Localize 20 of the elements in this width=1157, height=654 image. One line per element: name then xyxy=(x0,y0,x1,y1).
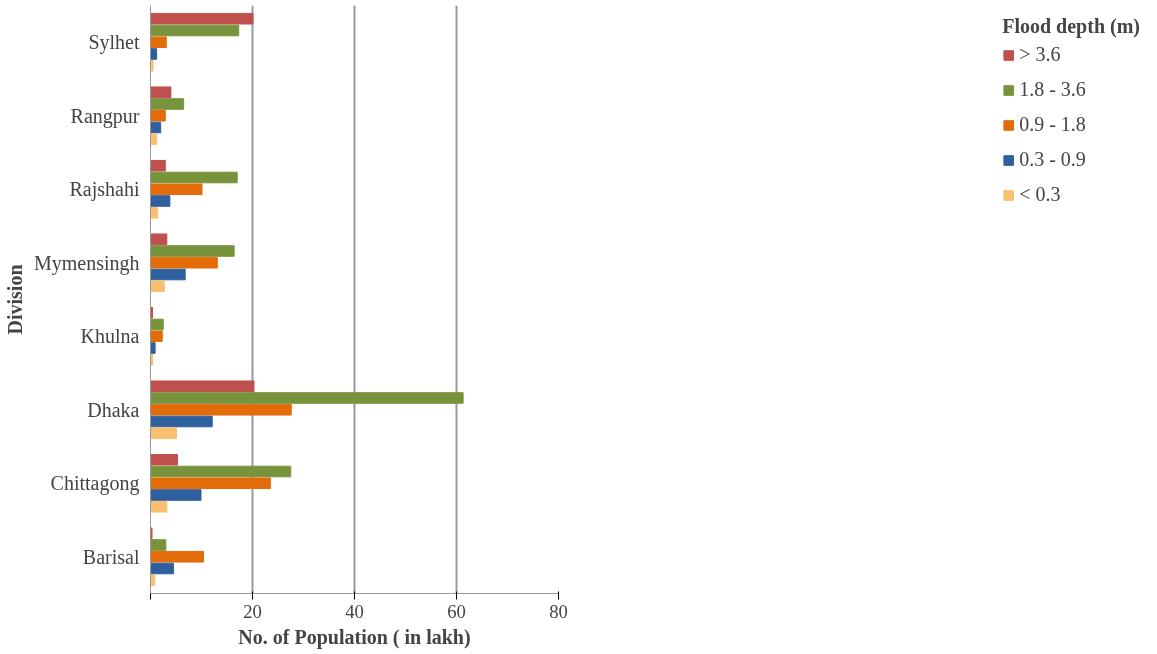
y-tick-label: Rangpur xyxy=(70,104,140,128)
legend-label: > 3.6 xyxy=(1019,43,1061,66)
x-tick-label: 40 xyxy=(345,600,364,622)
legend-label: 0.9 - 1.8 xyxy=(1019,113,1086,136)
x-tick-label: 20 xyxy=(243,600,262,622)
y-axis-title: Division xyxy=(3,264,26,335)
y-tick-label: Barisal xyxy=(82,545,140,568)
y-tick-label: Chittagong xyxy=(50,472,140,496)
legend-label: 0.3 - 0.9 xyxy=(1019,148,1086,171)
y-tick-label: Khulna xyxy=(80,325,140,348)
legend-label: 1.8 - 3.6 xyxy=(1019,78,1086,101)
x-axis-title: No. of Population ( in lakh) xyxy=(238,625,471,649)
legend-title: Flood depth (m) xyxy=(1002,15,1140,38)
y-tick-label: Dhaka xyxy=(87,398,140,421)
y-tick-label: Rajshahi xyxy=(69,178,140,202)
x-tick-label: 60 xyxy=(447,600,466,622)
x-tick-label: 80 xyxy=(549,600,568,622)
y-tick-label: Mymensingh xyxy=(33,251,140,275)
y-tick-label: Sylhet xyxy=(88,31,140,55)
legend-label: < 0.3 xyxy=(1019,183,1061,206)
